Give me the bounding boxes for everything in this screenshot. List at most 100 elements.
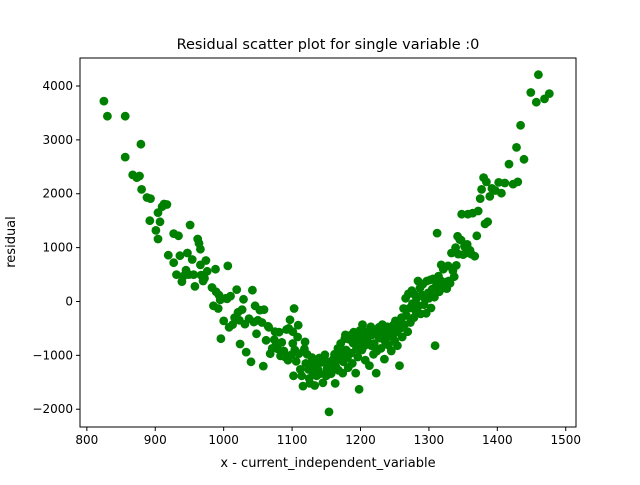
x-tick-label: 1400: [482, 433, 513, 447]
scatter-point: [485, 192, 495, 201]
scatter-point: [397, 332, 407, 342]
scatter-point: [470, 251, 480, 261]
scatter-point: [500, 178, 510, 188]
scatter-point: [365, 361, 374, 370]
scatter-point: [183, 248, 192, 258]
scatter-point: [353, 352, 363, 362]
scatter-point: [519, 154, 529, 164]
scatter-point: [235, 339, 245, 349]
scatter-point: [120, 111, 130, 121]
x-tick-label: 800: [75, 433, 98, 447]
x-tick-label: 1500: [550, 433, 581, 447]
scatter-point: [351, 368, 361, 378]
y-tick-label: −1000: [32, 348, 73, 362]
scatter-point: [482, 177, 491, 187]
scatter-point: [289, 304, 299, 313]
scatter-point: [380, 354, 389, 364]
scatter-point: [457, 209, 467, 219]
scatter-point: [497, 188, 506, 198]
scatter-point: [201, 256, 211, 265]
y-tick-label: −2000: [32, 402, 73, 416]
x-tick-label: 1000: [208, 433, 239, 447]
scatter-point: [103, 111, 112, 121]
scatter-point: [472, 231, 482, 241]
scatter-point: [163, 250, 173, 260]
scatter-point: [430, 341, 440, 351]
scatter-point: [473, 206, 483, 216]
scatter-point: [216, 334, 226, 344]
scatter-point: [228, 320, 238, 329]
scatter-point: [246, 357, 256, 367]
scatter-point: [386, 346, 396, 356]
scatter-point: [338, 368, 348, 378]
scatter-point: [293, 320, 303, 330]
scatter-point: [151, 226, 161, 235]
scatter-point: [324, 407, 334, 417]
scatter-point: [330, 379, 340, 388]
scatter-point: [248, 285, 257, 295]
scatter-point: [135, 171, 144, 181]
scatter-point: [291, 356, 301, 366]
x-axis-label: x - current_independent_variable: [220, 456, 435, 471]
scatter-point: [200, 273, 209, 283]
scatter-point: [261, 335, 271, 345]
plot-frame: [79, 57, 577, 428]
scatter-point: [289, 371, 298, 381]
scatter-point: [196, 244, 205, 254]
scatter-point: [189, 270, 199, 279]
scatter-point: [320, 350, 330, 360]
chart-title: Residual scatter plot for single variabl…: [177, 37, 480, 53]
y-tick-label: 2000: [42, 187, 73, 201]
scatter-point: [534, 70, 543, 80]
scatter-point: [347, 359, 357, 368]
scatter-point: [358, 320, 367, 329]
scatter-point: [258, 361, 268, 371]
scatter-point: [376, 344, 386, 353]
scatter-point: [223, 261, 233, 271]
scatter-point: [252, 329, 261, 339]
scatter-point: [445, 278, 455, 288]
scatter-point: [516, 120, 525, 130]
scatter-point: [483, 217, 493, 227]
scatter-point: [432, 228, 442, 238]
scatter-point: [419, 300, 429, 310]
y-axis-label: residual: [4, 216, 19, 268]
scatter-point: [146, 194, 155, 204]
scatter-point: [300, 337, 310, 347]
scatter-point: [395, 361, 404, 370]
scatter-point: [426, 303, 436, 313]
scatter-point: [526, 88, 536, 97]
scatter-point: [175, 251, 185, 261]
points-layer: [99, 70, 554, 417]
scatter-point: [162, 200, 172, 209]
scatter-point: [318, 378, 328, 388]
scatter-point: [504, 159, 514, 169]
scatter-point: [513, 177, 523, 187]
scatter-point: [512, 143, 521, 152]
scatter-point: [451, 261, 461, 270]
scatter-point: [544, 89, 554, 98]
scatter-point: [187, 255, 197, 264]
scatter-point: [120, 152, 130, 162]
scatter-point: [172, 270, 181, 279]
scatter-point: [169, 258, 179, 268]
scatter-point: [137, 185, 147, 194]
scatter-point: [145, 216, 155, 226]
scatter-point: [155, 217, 165, 227]
scatter-point: [293, 332, 302, 342]
scatter-point: [185, 220, 195, 230]
scatter-point: [264, 322, 274, 332]
scatter-point: [232, 285, 242, 294]
scatter-point: [403, 327, 413, 337]
x-tick-label: 900: [144, 433, 167, 447]
scatter-point: [99, 96, 109, 106]
scatter-point: [475, 194, 485, 204]
scatter-point: [241, 347, 251, 357]
scatter-point: [354, 384, 364, 394]
scatter-point: [298, 381, 308, 391]
scatter-point: [277, 338, 287, 347]
scatter-point: [211, 264, 220, 274]
